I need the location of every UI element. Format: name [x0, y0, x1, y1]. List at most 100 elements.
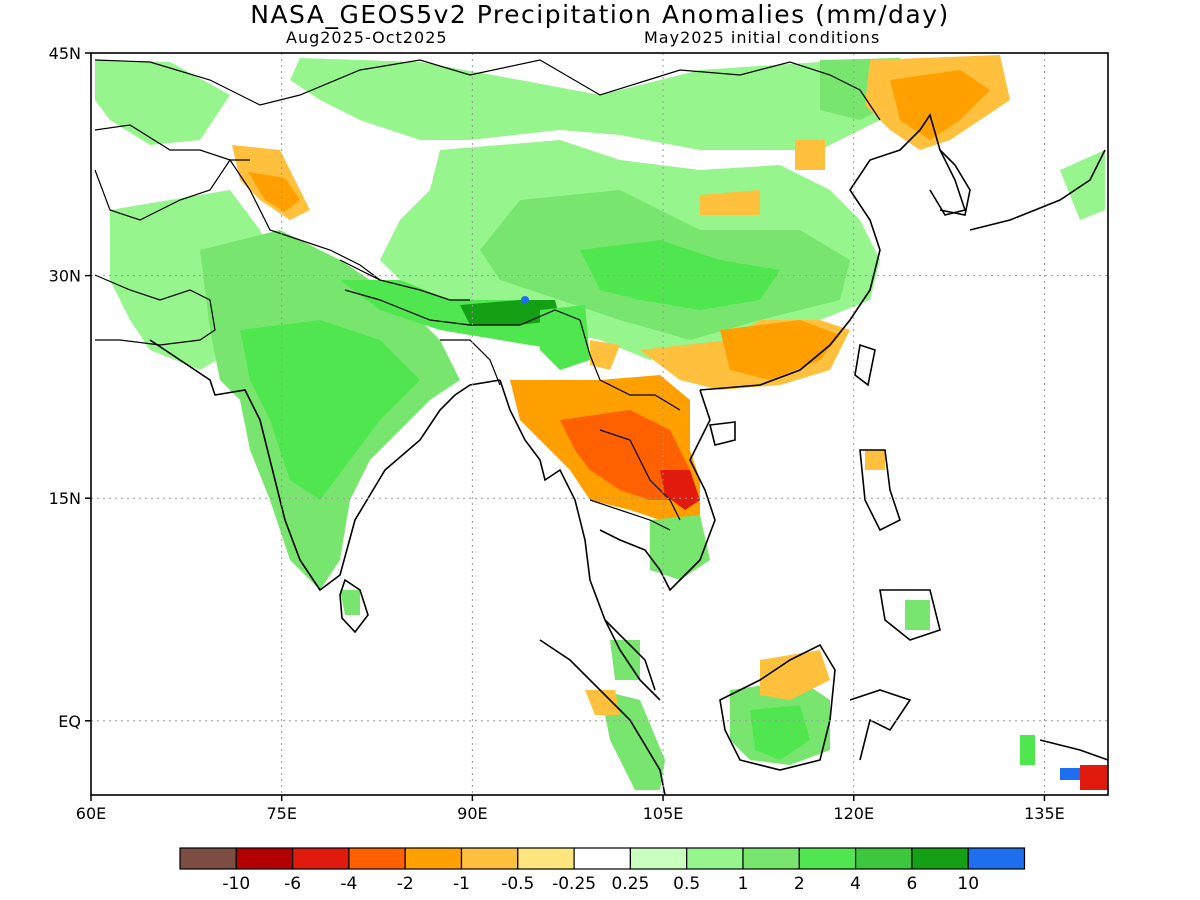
border-bangladesh — [440, 339, 501, 386]
anomaly-sumatra-orange — [585, 690, 620, 715]
coast-borneo — [719, 643, 836, 771]
border-tibet-india — [344, 289, 581, 326]
colorbar-swatch — [911, 847, 969, 870]
lon-tick-label: 90E — [457, 804, 487, 823]
coast-hainan — [709, 421, 736, 446]
coast-japan — [969, 149, 1106, 231]
lon-tick-label: 60E — [76, 804, 106, 823]
colorbar-swatch — [517, 847, 575, 870]
colorbar-swatch — [348, 847, 406, 870]
colorbar-swatch — [629, 847, 688, 870]
anomaly-srilanka-green — [340, 590, 360, 615]
colorbar-label: 6 — [906, 874, 917, 894]
anomaly-bhutan-blue — [521, 296, 529, 304]
coast-sumatra — [539, 639, 666, 795]
border-nepal — [339, 259, 470, 301]
anomaly-south-china-dark — [720, 320, 840, 380]
coast-sulawesi — [849, 689, 912, 761]
lon-tick-label: 75E — [266, 804, 296, 823]
period-subtitle: Aug2025-Oct2025 — [286, 28, 448, 47]
anomaly-mindanao-green — [905, 600, 930, 630]
colorbar-swatch — [742, 847, 800, 870]
anomaly-china-green-dark — [580, 240, 780, 310]
coast-srilanka — [339, 578, 369, 634]
lon-tick-label: 120E — [833, 804, 874, 823]
coast-luzon — [859, 449, 901, 532]
colorbar-label: 0.25 — [611, 874, 649, 894]
anomaly-assam-green — [540, 305, 590, 370]
lat-tick-label: 30N — [49, 267, 81, 286]
coast-india — [149, 339, 501, 592]
colorbar-label: -10 — [222, 874, 250, 894]
colorbar-swatch — [798, 847, 857, 870]
colorbar-label: 2 — [794, 874, 805, 894]
colorbar-label: -1 — [453, 874, 470, 894]
anomaly-kashmir-dark-orange — [248, 172, 300, 212]
anomaly-india-green-dark — [240, 320, 420, 500]
anomaly-indochina-red — [560, 410, 690, 500]
lat-tick-label: 45N — [49, 44, 81, 63]
border-pakistan — [94, 158, 381, 281]
anomaly-shandong-orange — [700, 190, 760, 215]
colorbar-label: 0.5 — [673, 874, 700, 894]
colorbar-swatch — [967, 847, 1026, 870]
border-thai-cambodia — [589, 499, 671, 531]
borders — [94, 59, 881, 531]
anomaly-sabah-orange — [760, 650, 830, 700]
anomaly-north-green — [290, 58, 900, 150]
anomaly-korea-dark — [890, 70, 990, 140]
anomaly-newguinea-red — [1080, 765, 1108, 790]
lon-tick-label: 105E — [643, 804, 684, 823]
border-burma-china — [579, 319, 681, 411]
init-subtitle: May2025 initial conditions — [644, 28, 881, 47]
anomaly-himalaya-green — [340, 280, 570, 350]
anomaly-yunnan-light-orange — [590, 340, 620, 370]
colorbar-label: -6 — [284, 874, 301, 894]
coast-taiwan — [854, 343, 876, 387]
coast-burma-thai — [499, 379, 661, 701]
colorbar-label: -0.25 — [552, 874, 596, 894]
colorbar-swatch — [404, 847, 463, 870]
anomaly-central-china-orange — [795, 140, 825, 170]
colorbar-label: 1 — [738, 874, 749, 894]
anomaly-luzon-orange — [865, 450, 885, 470]
anomaly-field — [95, 55, 1108, 790]
lon-tick-label: 135E — [1024, 804, 1065, 823]
gridlines — [91, 53, 1108, 795]
colorbar-swatch — [179, 847, 237, 870]
colorbar-swatch — [686, 847, 744, 870]
colorbar-label: 10 — [957, 874, 979, 894]
coast-indochina — [599, 389, 716, 592]
colorbar-swatch — [292, 847, 350, 870]
anomaly-vietnam-green — [650, 515, 710, 580]
coast-newguinea — [1039, 739, 1108, 761]
coast-korea — [939, 149, 971, 216]
colorbar: -10 -6 -4 -2 -1 -0.5 -0.25 0.25 0.5 1 2 4 6 10 — [179, 847, 1026, 894]
lat-tick-label: 15N — [49, 489, 81, 508]
coast-mindanao — [879, 589, 941, 641]
anomaly-borneo-dark — [750, 705, 810, 760]
coast-china — [699, 113, 967, 391]
border-laos — [599, 429, 681, 521]
colorbar-label: -4 — [340, 874, 357, 894]
map-frame — [90, 52, 1109, 796]
colorbar-label: 4 — [850, 874, 861, 894]
anomaly-newguinea-blue — [1060, 768, 1080, 780]
lat-tick-label: EQ — [58, 712, 81, 731]
border-north — [94, 59, 881, 121]
axis-ticks: 60E 75E 90E 105E 120E 135E 45N 30N 15N EQ — [49, 44, 1065, 823]
colorbar-swatch — [235, 847, 294, 870]
anomaly-sulawesi-green — [1020, 735, 1035, 765]
colorbar-swatch — [573, 847, 631, 870]
colorbar-swatch — [460, 847, 519, 870]
anomaly-central-asia-green — [95, 60, 230, 145]
coast-peninsula — [604, 619, 656, 691]
colorbar-swatch — [854, 847, 913, 870]
colorbar-label: -2 — [397, 874, 414, 894]
colorbar-label: -0.5 — [501, 874, 534, 894]
border-central-asia — [94, 124, 250, 161]
chart-title: NASA_GEOS5v2 Precipitation Anomalies (mm… — [250, 0, 950, 29]
anomaly-laos-red — [660, 470, 700, 510]
coastlines — [149, 113, 1108, 795]
